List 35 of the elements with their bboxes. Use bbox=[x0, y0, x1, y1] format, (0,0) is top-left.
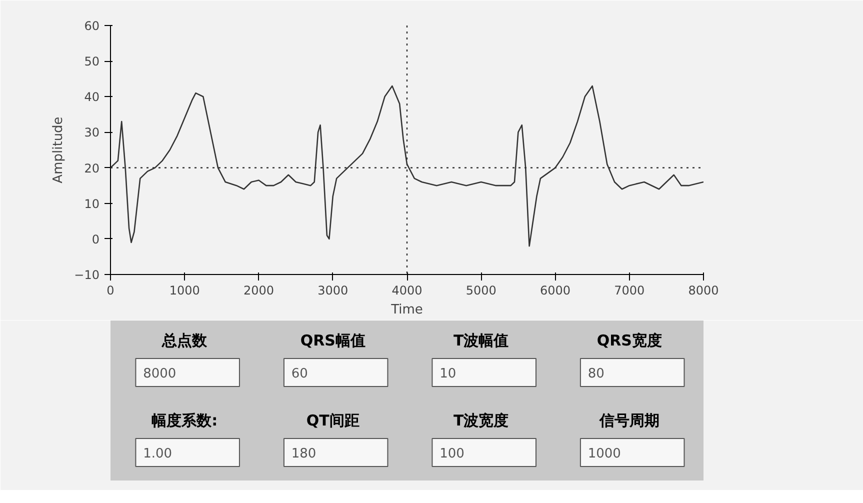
x-tick-label: 8000 bbox=[688, 284, 719, 298]
y-axis-title: Amplitude bbox=[51, 116, 66, 184]
text: T波宽度 bbox=[454, 412, 509, 430]
y-tick-label: 40 bbox=[84, 90, 100, 104]
text: 60 bbox=[291, 366, 308, 382]
text: T波幅值 bbox=[454, 332, 509, 350]
x-tick-label: 7000 bbox=[614, 284, 645, 298]
x-tick-label: 5000 bbox=[466, 284, 496, 298]
x-axis-title: Time bbox=[390, 302, 423, 318]
x-tick-label: 1000 bbox=[169, 284, 200, 298]
text: 1.00 bbox=[143, 446, 172, 462]
text: QRS宽度 bbox=[596, 332, 662, 350]
x-tick-label: 4000 bbox=[392, 284, 422, 298]
x-tick-label: 2000 bbox=[243, 284, 274, 298]
text: 100 bbox=[440, 446, 464, 462]
x-tick-label: 6000 bbox=[540, 284, 571, 298]
y-tick-label: 10 bbox=[84, 196, 100, 211]
y-tick-label: 30 bbox=[84, 126, 100, 140]
y-tick-label: 0 bbox=[92, 232, 100, 246]
text: 1000 bbox=[588, 446, 621, 462]
y-tick-label: 60 bbox=[84, 19, 100, 33]
y-tick-label: −10 bbox=[74, 268, 100, 282]
x-tick-label: 0 bbox=[106, 284, 114, 298]
y-tick-label: 50 bbox=[84, 54, 100, 69]
text: QT间距 bbox=[306, 412, 360, 430]
text: 180 bbox=[291, 446, 316, 462]
y-tick-label: 20 bbox=[84, 161, 100, 176]
text: 总点数 bbox=[161, 332, 208, 350]
text: 10 bbox=[440, 366, 456, 382]
text: QRS幅值 bbox=[300, 332, 366, 350]
text: 80 bbox=[588, 366, 604, 382]
text: 8000 bbox=[143, 366, 176, 382]
text: 信号周期 bbox=[598, 412, 660, 430]
x-tick-label: 3000 bbox=[318, 284, 348, 298]
text: 幅度系数: bbox=[152, 412, 218, 430]
